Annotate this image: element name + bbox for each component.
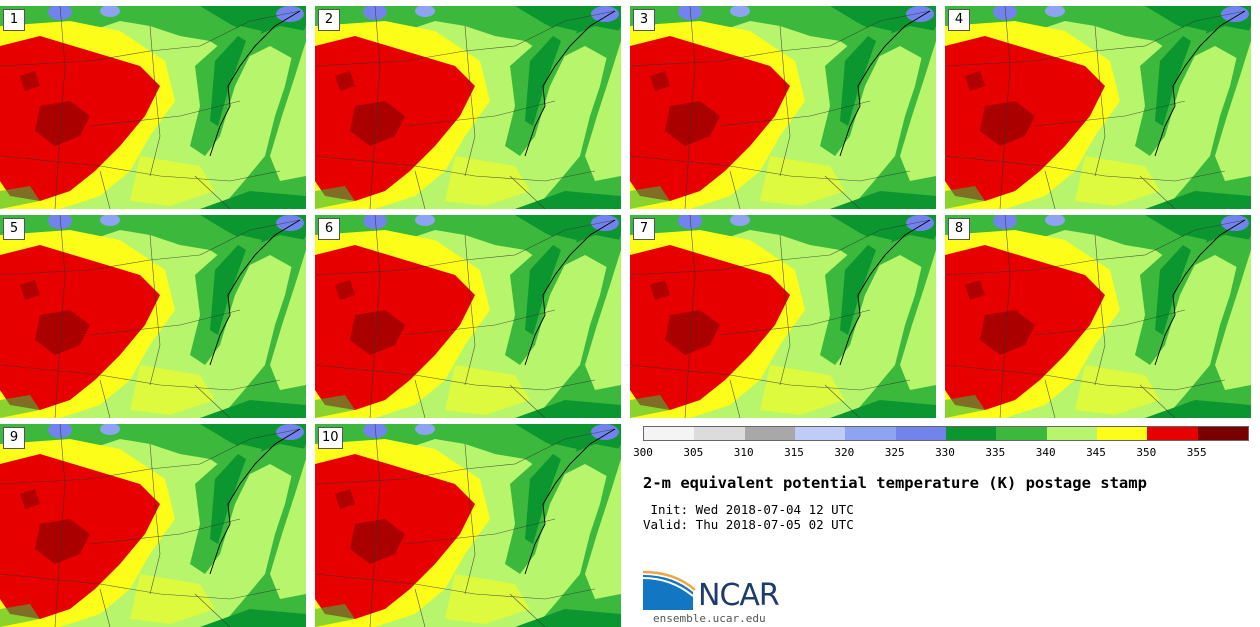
colorbar-tick-label: 320 (834, 446, 855, 459)
colorbar-tick-label: 335 (985, 446, 1006, 459)
colorbar-ticks: 300 305 310 315 320 325 330 335 340 345 350 355 (630, 446, 1260, 460)
map-image (945, 6, 1251, 209)
colorbar-swatch (1046, 427, 1097, 440)
colorbar-tick-label: 305 (683, 446, 704, 459)
colorbar-tick-label: 355 (1186, 446, 1207, 459)
ncar-logo-text: NCAR (698, 578, 780, 613)
colorbar-swatch (1096, 427, 1148, 440)
map-panel-8: 8 (945, 215, 1251, 418)
map-image (945, 215, 1251, 418)
map-panel-6: 6 (315, 215, 621, 418)
map-panel-2: 2 (315, 6, 621, 209)
map-image (0, 424, 306, 627)
colorbar-swatch (895, 427, 946, 440)
ncar-logo-icon (643, 570, 696, 610)
colorbar-swatch (945, 427, 997, 440)
panel-number: 2 (318, 9, 340, 31)
map-image (0, 215, 306, 418)
panel-number: 4 (948, 9, 970, 31)
colorbar-tick-label: 310 (733, 446, 754, 459)
panel-number: 3 (633, 9, 655, 31)
map-panel-9: 9 (0, 424, 306, 627)
map-image (630, 6, 936, 209)
colorbar-tick-label: 345 (1086, 446, 1106, 459)
colorbar-swatch (845, 427, 896, 440)
colorbar-swatch (1147, 427, 1198, 440)
colorbar (643, 426, 1249, 441)
colorbar-tick-label: 340 (1035, 446, 1056, 459)
panel-number: 5 (3, 218, 25, 240)
panel-number: 10 (318, 427, 343, 449)
map-panel-5: 5 (0, 215, 306, 418)
map-image (0, 6, 306, 209)
map-image (315, 215, 621, 418)
panel-number: 9 (3, 427, 25, 449)
map-panel-10: 10 (315, 424, 621, 627)
colorbar-swatch (794, 427, 846, 440)
map-panel-3: 3 (630, 6, 936, 209)
map-image (315, 424, 621, 627)
panel-number: 6 (318, 218, 340, 240)
colorbar-tick-label: 330 (935, 446, 955, 459)
colorbar-tick-label: 350 (1136, 446, 1157, 459)
colorbar-swatch (1197, 427, 1248, 440)
map-panel-4: 4 (945, 6, 1251, 209)
colorbar-swatch (694, 427, 745, 440)
colorbar-tick-label: 315 (784, 446, 804, 459)
chart-title: 2-m equivalent potential temperature (K)… (643, 474, 1147, 492)
colorbar-swatch (644, 427, 695, 440)
colorbar-tick-label: 300 (633, 446, 653, 459)
colorbar-swatch (744, 427, 795, 440)
map-image (315, 6, 621, 209)
logo-url: ensemble.ucar.edu (653, 612, 766, 625)
colorbar-swatch (996, 427, 1047, 440)
map-panel-7: 7 (630, 215, 936, 418)
colorbar-tick-label: 325 (884, 446, 905, 459)
panel-number: 1 (3, 9, 25, 31)
map-panel-1: 1 (0, 6, 306, 209)
init-time: Init: Wed 2018-07-04 12 UTC (643, 502, 854, 517)
panel-number: 8 (948, 218, 970, 240)
panel-number: 7 (633, 218, 655, 240)
map-image (630, 215, 936, 418)
valid-time: Valid: Thu 2018-07-05 02 UTC (643, 517, 854, 532)
